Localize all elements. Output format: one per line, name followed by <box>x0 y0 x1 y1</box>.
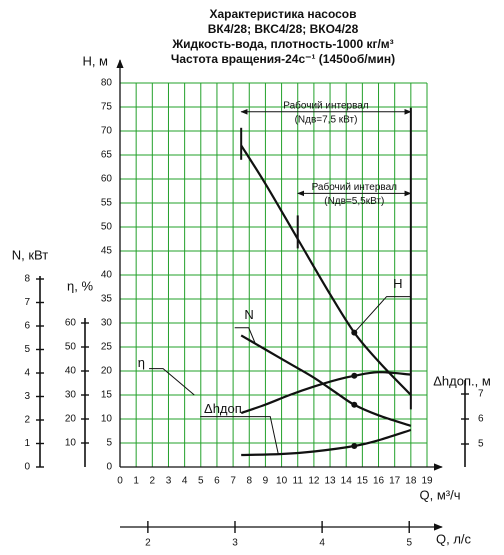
tick-label: 2 <box>145 538 151 549</box>
series-label: N <box>244 307 253 322</box>
tick-label: 3 <box>232 538 238 549</box>
y-tick-label: 5 <box>106 438 112 449</box>
y-tick-label: 75 <box>101 102 113 113</box>
tick-label: 30 <box>65 390 77 401</box>
point-marker <box>351 443 358 449</box>
x-tick-label: 3 <box>166 476 172 487</box>
x-tick-label: 2 <box>150 476 156 487</box>
interval-sublabel: (Nдв=7,5 кВт) <box>295 114 358 125</box>
point-marker <box>351 401 358 408</box>
tick-label: 40 <box>65 366 77 377</box>
x-tick-label: 8 <box>246 476 252 487</box>
eta_axis-label: η, % <box>67 278 93 293</box>
y-tick-label: 0 <box>106 462 112 473</box>
x-tick-label: 16 <box>373 476 385 487</box>
y-tick-label: 80 <box>101 78 113 89</box>
y-tick-label: 55 <box>101 198 113 209</box>
tick-label: 4 <box>24 368 30 379</box>
x-tick-label: 19 <box>421 476 433 487</box>
series-label: η <box>138 355 145 370</box>
series-line <box>241 428 412 457</box>
x-tick-label: 15 <box>357 476 369 487</box>
x-tick-label: 5 <box>198 476 204 487</box>
tick-label: 8 <box>24 274 30 285</box>
x-tick-label: 13 <box>324 476 336 487</box>
tick-label: 7 <box>478 389 484 400</box>
y-tick-label: 15 <box>101 390 113 401</box>
x-tick-label: 4 <box>182 476 188 487</box>
title-line: Жидкость-вода, плотность-1000 кг/м³ <box>171 37 393 51</box>
y-tick-label: 35 <box>101 294 113 305</box>
tick-label: 5 <box>406 538 412 549</box>
x-tick-label: 0 <box>117 476 123 487</box>
dh_axis-label: Δhдоп., м <box>433 373 491 388</box>
tick-label: 60 <box>65 318 77 329</box>
tick-label: 4 <box>319 538 325 549</box>
tick-label: 3 <box>24 391 30 402</box>
title-line: Частота вращения-24с⁻¹ (1450об/мин) <box>171 52 395 66</box>
interval-label: Рабочий интервал <box>283 99 369 111</box>
series-label: H <box>393 276 402 291</box>
y-tick-label: 25 <box>101 342 113 353</box>
tick-label: 50 <box>65 342 77 353</box>
x-tick-label: 11 <box>293 476 304 487</box>
tick-label: 7 <box>24 297 30 308</box>
series-line <box>240 371 411 415</box>
y-tick-label: 40 <box>101 270 113 281</box>
y-tick-label: 10 <box>101 414 113 425</box>
x-tick-label: 6 <box>214 476 220 487</box>
y-tick-label: 20 <box>101 366 113 377</box>
y-axis-label: H, м <box>82 53 108 68</box>
y-tick-label: 60 <box>101 174 113 185</box>
title-line: ВК4/28; ВКС4/28; ВКО4/28 <box>208 22 359 36</box>
tick-label: 0 <box>24 462 30 473</box>
tick-label: 2 <box>24 415 30 426</box>
x-tick-label: 18 <box>405 476 417 487</box>
y-tick-label: 45 <box>101 246 113 257</box>
tick-label: 20 <box>65 414 77 425</box>
tick-label: 5 <box>478 439 484 450</box>
x-axis-label: Q, м³/ч <box>420 487 461 502</box>
q2-label: Q, л/с <box>436 531 472 546</box>
title-line: Характеристика насосов <box>209 7 356 21</box>
y-tick-label: 50 <box>101 222 113 233</box>
leader <box>149 368 195 396</box>
n_axis-label: N, кВт <box>12 247 49 262</box>
x-tick-label: 14 <box>341 476 353 487</box>
x-tick-label: 7 <box>230 476 236 487</box>
series-line <box>240 144 412 396</box>
series-label: Δhдоп. <box>204 401 245 416</box>
x-tick-label: 12 <box>308 476 320 487</box>
tick-label: 10 <box>65 438 77 449</box>
interval-label: Рабочий интервал <box>312 181 398 193</box>
leader <box>200 416 279 455</box>
interval-sublabel: (Nдв=5,5кВт) <box>324 196 384 207</box>
y-tick-label: 65 <box>101 150 113 161</box>
x-tick-label: 1 <box>133 476 139 487</box>
point-marker <box>351 372 358 379</box>
tick-label: 1 <box>24 438 30 449</box>
y-tick-label: 30 <box>101 318 113 329</box>
x-tick-label: 10 <box>276 476 288 487</box>
y-tick-label: 70 <box>101 126 113 137</box>
x-tick-label: 17 <box>389 476 401 487</box>
tick-label: 6 <box>478 414 484 425</box>
series-line <box>240 334 412 427</box>
tick-label: 6 <box>24 321 30 332</box>
leader <box>353 296 411 333</box>
leader <box>234 327 257 345</box>
x-tick-label: 9 <box>263 476 269 487</box>
tick-label: 5 <box>24 344 30 355</box>
